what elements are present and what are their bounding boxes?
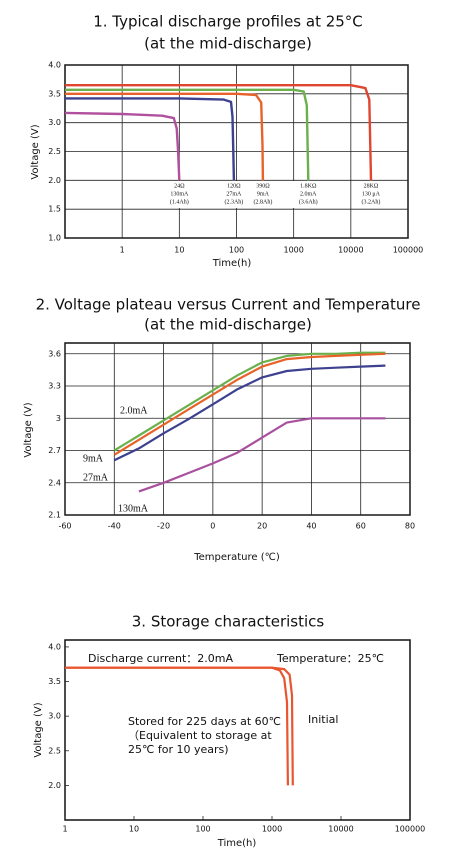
y-tick-label: 3.5 <box>48 677 61 686</box>
x-tick-label: 100000 <box>395 825 426 834</box>
x-tick-label: 0 <box>210 522 215 531</box>
series-label: (1.4Ah) <box>170 198 189 205</box>
y-axis-label: Voltage (V) <box>23 402 34 457</box>
y-tick-label: 3.0 <box>48 118 61 127</box>
series-label: 9mA <box>257 191 270 197</box>
series-label: Initial <box>308 713 338 726</box>
x-tick-label: -20 <box>157 522 170 531</box>
y-tick-label: 4.0 <box>48 642 61 651</box>
plot-area <box>64 639 411 821</box>
x-tick-label: 10 <box>129 825 139 834</box>
x-tick-label: 1 <box>62 825 67 834</box>
x-tick-label: 60 <box>356 522 366 531</box>
y-axis-label: Voltage (V) <box>33 702 44 757</box>
series-label: 28KΩ <box>364 183 379 189</box>
label-box <box>291 181 326 208</box>
x-tick-label: 1000 <box>262 825 282 834</box>
x-tick-label: 10000 <box>338 246 363 255</box>
annotation: Temperature：25℃ <box>276 652 384 665</box>
series-label: 2.0mA <box>120 405 148 416</box>
y-tick-label: 2.5 <box>48 147 61 156</box>
series-label: 1.8KΩ <box>300 183 317 189</box>
series-label: 130mA <box>118 503 149 514</box>
y-tick-label: 1.5 <box>48 205 61 214</box>
y-tick-label: 1.0 <box>48 234 61 243</box>
y-tick-label: 3.5 <box>48 89 61 98</box>
y-tick-label: 3 <box>56 414 61 423</box>
series-label: 27mA <box>83 472 109 483</box>
series-label: 130 μA <box>362 191 381 197</box>
label-box <box>162 181 197 208</box>
data-line <box>113 351 386 452</box>
series-label: (3.6Ah) <box>299 198 318 205</box>
series-label: 9mA <box>83 453 104 464</box>
label-box <box>353 181 388 208</box>
series-label: （Equivalent to storage at <box>128 729 272 742</box>
chart-title: 3. Storage characteristics <box>132 613 325 631</box>
x-tick-label: 40 <box>306 522 316 531</box>
series-label: 2.0mA <box>300 191 317 197</box>
x-tick-label: 20 <box>257 522 267 531</box>
chart-title: 1. Typical discharge profiles at 25°C <box>93 13 363 31</box>
data-line <box>113 352 386 456</box>
label-box <box>216 181 251 208</box>
y-tick-label: 3.3 <box>48 382 61 391</box>
x-tick-label: 80 <box>405 522 415 531</box>
data-line <box>113 364 386 462</box>
x-tick-label: 1 <box>120 246 125 255</box>
data-line <box>65 97 236 181</box>
data-line <box>65 84 373 181</box>
series-label: (3.2Ah) <box>362 198 381 205</box>
series-label: (2.8Ah) <box>254 198 273 205</box>
x-tick-label: 100 <box>195 825 210 834</box>
chart-subtitle: (at the mid-discharge) <box>144 35 312 53</box>
x-tick-label: -40 <box>108 522 121 531</box>
label-box <box>245 181 280 208</box>
data-line <box>65 92 265 181</box>
series-label: 120Ω <box>227 183 241 189</box>
chart-title: 2. Voltage plateau versus Current and Te… <box>36 296 421 314</box>
y-tick-label: 2.5 <box>48 746 61 755</box>
series-label: 130mA <box>170 191 189 197</box>
x-tick-label: 100000 <box>393 246 424 255</box>
x-axis-label: Time(h) <box>212 258 252 269</box>
chart-subtitle: (at the mid-discharge) <box>144 316 312 334</box>
x-tick-label: 1000 <box>283 246 303 255</box>
y-tick-label: 4.0 <box>48 61 61 70</box>
data-line <box>138 417 386 493</box>
data-line <box>65 88 310 181</box>
x-tick-label: -60 <box>58 522 71 531</box>
y-tick-label: 2.0 <box>48 176 61 185</box>
y-tick-label: 2.7 <box>48 446 61 455</box>
x-axis-label: Time(h) <box>217 838 257 849</box>
x-tick-label: 10 <box>174 246 184 255</box>
y-tick-label: 2.0 <box>48 781 61 790</box>
y-axis-label: Voltage (V) <box>30 124 41 179</box>
series-label: 24Ω <box>174 183 185 189</box>
series-label: 27mA <box>226 191 242 197</box>
x-tick-label: 100 <box>229 246 244 255</box>
y-tick-label: 3.0 <box>48 712 61 721</box>
plot-area <box>64 342 411 516</box>
data-line <box>65 666 294 786</box>
annotation: Discharge current：2.0mA <box>88 652 233 665</box>
series-label: 25℃ for 10 years) <box>128 743 229 756</box>
series-label: (2.3Ah) <box>224 198 243 205</box>
y-tick-label: 2.4 <box>48 478 61 487</box>
x-tick-label: 10000 <box>328 825 353 834</box>
series-label: Stored for 225 days at 60℃ <box>128 715 281 728</box>
y-tick-label: 3.6 <box>48 349 61 358</box>
x-axis-label: Temperature (℃) <box>193 552 280 563</box>
data-line <box>64 111 181 181</box>
series-label: 390Ω <box>256 183 270 189</box>
y-tick-label: 2.1 <box>48 511 61 520</box>
